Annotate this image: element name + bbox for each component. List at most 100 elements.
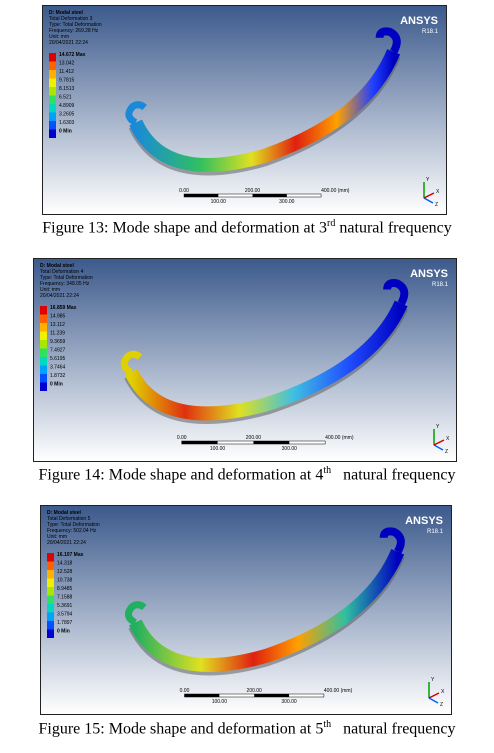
header-line: Frequency: 269.28 Hz xyxy=(49,28,99,34)
scale-segment xyxy=(184,194,219,197)
header-line: Type: Total Deformation xyxy=(47,522,100,528)
legend-label: 0 Min xyxy=(57,629,70,635)
figure: D: Modal steel Total Deformation 3 Type: T… xyxy=(42,5,447,215)
legend-label: 3.5794 xyxy=(57,612,73,618)
scale-label: 300.00 xyxy=(282,446,298,452)
version: R18.1 xyxy=(432,282,449,288)
header-line: Type: Total Deformation xyxy=(49,22,102,28)
legend-label: 1.8732 xyxy=(50,373,66,379)
scale-segment xyxy=(253,441,290,444)
caption-text: natural frequency xyxy=(331,720,456,738)
header-line: Unit: mm xyxy=(40,287,60,293)
axis-x xyxy=(428,692,440,699)
legend-swatch xyxy=(49,95,56,104)
legend-swatch xyxy=(49,87,56,96)
legend-label: 13.042 xyxy=(59,61,75,67)
brand: ANSYS xyxy=(410,268,448,280)
spring xyxy=(129,48,401,173)
figure: D: Modal steel Total Deformation 4 Type: T… xyxy=(33,258,457,462)
spring-hook-left xyxy=(120,350,143,376)
axis-label: Y xyxy=(431,677,435,683)
legend-swatch xyxy=(49,78,56,87)
header-line: Type: Total Deformation xyxy=(40,275,93,281)
axis-label: X xyxy=(441,689,445,695)
caption-text: Figure 15: Mode shape and deformation at… xyxy=(38,720,324,738)
header-line: 20/04/2021 22:24 xyxy=(40,293,79,299)
legend-label: 8.9485 xyxy=(57,586,73,592)
legend-swatch xyxy=(49,129,56,138)
header-title: D: Modal steel xyxy=(47,510,82,516)
header-line: Unit: mm xyxy=(47,534,67,540)
legend-swatch xyxy=(47,621,54,630)
legend-swatch xyxy=(40,365,47,374)
legend-label: 3.7464 xyxy=(50,365,66,371)
spring-hook-right xyxy=(383,279,409,306)
legend-label: 9.3659 xyxy=(50,339,66,345)
version: R18.1 xyxy=(427,529,444,535)
caption-text: natural frequency xyxy=(331,466,456,484)
header-line: Frequency: 348.05 Hz xyxy=(40,281,90,287)
scale-label: 300.00 xyxy=(279,199,295,205)
legend-swatch xyxy=(49,104,56,113)
legend-label: 7.1588 xyxy=(57,595,73,601)
scale-label: 100.00 xyxy=(211,199,227,205)
scale-label: 0.00 xyxy=(180,688,190,694)
header-line: Frequency: 502.04 Hz xyxy=(47,528,97,534)
legend-swatch xyxy=(49,61,56,70)
legend-label: 7.4927 xyxy=(50,348,66,354)
legend-label: 4.8909 xyxy=(59,103,75,109)
brand: ANSYS xyxy=(405,515,443,527)
scale-label: 200.00 xyxy=(246,435,262,441)
legend-swatch xyxy=(40,314,47,323)
header-line: 20/04/2021 22:24 xyxy=(47,540,86,546)
brand: ANSYS xyxy=(400,15,438,27)
legend-swatch xyxy=(47,570,54,579)
legend-label: 14.672 Max xyxy=(59,52,86,58)
legend-label: 0 Min xyxy=(59,129,72,135)
legend-label: 3.2605 xyxy=(59,112,75,118)
header-line: Unit: mm xyxy=(49,34,69,40)
axis-label: X xyxy=(436,189,440,195)
header-line: Total Deformation 4 xyxy=(40,269,84,275)
legend-swatch xyxy=(40,374,47,383)
figure: D: Modal steel Total Deformation 5 Type: T… xyxy=(40,505,452,715)
figure-caption: Figure 13: Mode shape and deformation at… xyxy=(0,218,494,237)
legend-label: 9.7815 xyxy=(59,78,75,84)
axis-label: Z xyxy=(435,202,438,208)
scale-label: 400.00 (mm) xyxy=(324,688,353,694)
legend-label: 12.528 xyxy=(57,569,73,575)
legend-label: 14.318 xyxy=(57,561,73,567)
caption-text: natural frequency xyxy=(335,219,452,237)
legend-label: 6.521 xyxy=(59,95,72,101)
legend-swatch xyxy=(47,578,54,587)
axis-x xyxy=(423,192,435,199)
header-line: 20/04/2021 22:24 xyxy=(49,40,88,46)
caption-superscript: th xyxy=(323,465,332,476)
legend-swatch xyxy=(40,323,47,332)
spring xyxy=(124,300,408,421)
legend-label: 5.3691 xyxy=(57,603,73,609)
legend-swatch xyxy=(40,331,47,340)
spring xyxy=(128,548,405,673)
legend-label: 5.6195 xyxy=(50,356,66,362)
header-line: Total Deformation 3 xyxy=(49,16,93,22)
legend-swatch xyxy=(40,382,47,391)
version: R18.1 xyxy=(422,29,439,35)
scale-label: 200.00 xyxy=(247,688,263,694)
scale-label: 0.00 xyxy=(179,188,189,194)
legend-swatch xyxy=(40,306,47,315)
legend-label: 10.738 xyxy=(57,578,73,584)
scale-segment xyxy=(181,441,218,444)
axis-z xyxy=(423,197,434,204)
caption-superscript: rd xyxy=(327,218,336,229)
figure-caption: Figure 14: Mode shape and deformation at… xyxy=(0,465,494,484)
caption-superscript: th xyxy=(323,719,332,730)
background xyxy=(41,506,451,714)
caption-text: Figure 13: Mode shape and deformation at… xyxy=(42,219,328,237)
scale-label: 100.00 xyxy=(212,699,228,705)
legend-label: 11.239 xyxy=(50,331,65,337)
